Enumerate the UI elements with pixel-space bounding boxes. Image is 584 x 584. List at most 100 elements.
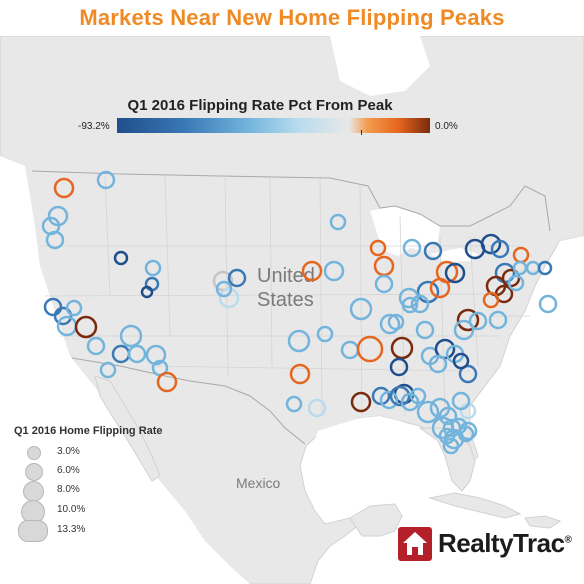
- us-mexico-border: [71, 357, 306, 445]
- market-circle[interactable]: [401, 296, 419, 314]
- market-circle[interactable]: [468, 311, 488, 331]
- market-circle[interactable]: [453, 319, 475, 341]
- market-circle[interactable]: [416, 400, 440, 424]
- market-circle[interactable]: [444, 262, 466, 284]
- size-legend-label: 13.3%: [57, 524, 86, 535]
- market-circle[interactable]: [458, 421, 478, 441]
- pacific-ocean: [0, 156, 250, 584]
- market-circle[interactable]: [490, 239, 510, 259]
- market-circle[interactable]: [227, 268, 247, 288]
- size-legend-row: 6.0%: [14, 461, 174, 481]
- market-circle[interactable]: [429, 277, 451, 299]
- market-circle[interactable]: [389, 385, 411, 407]
- color-gradient-bar[interactable]: [117, 118, 430, 133]
- market-circle[interactable]: [438, 406, 458, 426]
- registered-mark: ®: [564, 534, 572, 546]
- market-circle[interactable]: [287, 329, 311, 353]
- market-circle[interactable]: [215, 280, 233, 298]
- market-circle[interactable]: [410, 294, 430, 314]
- size-legend-title: Q1 2016 Home Flipping Rate: [14, 425, 163, 437]
- market-circle[interactable]: [144, 259, 162, 277]
- size-legend-label: 8.0%: [57, 484, 80, 495]
- label-mexico: Mexico: [236, 475, 281, 491]
- market-circle[interactable]: [323, 260, 345, 282]
- market-circle[interactable]: [45, 230, 65, 250]
- market-circle[interactable]: [65, 299, 83, 317]
- market-circle[interactable]: [374, 274, 394, 294]
- market-circle[interactable]: [285, 395, 303, 413]
- market-circle[interactable]: [379, 313, 401, 335]
- market-circle[interactable]: [307, 398, 327, 418]
- market-circle[interactable]: [452, 352, 470, 370]
- market-circle[interactable]: [423, 241, 443, 261]
- size-legend-label: 6.0%: [57, 465, 80, 476]
- market-circle[interactable]: [458, 364, 478, 384]
- size-circle: [23, 481, 44, 502]
- market-circle[interactable]: [457, 425, 475, 443]
- size-legend: Q1 2016 Home Flipping Rate 3.0% 6.0% 8.0…: [14, 425, 204, 542]
- market-circle[interactable]: [356, 335, 384, 363]
- market-circle[interactable]: [329, 213, 347, 231]
- us-canada-border: [31, 170, 551, 232]
- realtytrac-logo: RealtyTrac®: [398, 527, 578, 567]
- market-markers: [41, 170, 558, 455]
- market-circle[interactable]: [538, 294, 558, 314]
- market-circle[interactable]: [415, 320, 435, 340]
- color-legend-title: Q1 2016 Flipping Rate Pct From Peak: [127, 97, 393, 114]
- map-title: Markets Near New Home Flipping Peaks: [79, 5, 505, 30]
- yucatan-peninsula: [349, 503, 403, 537]
- size-circle: [27, 446, 41, 460]
- market-circle[interactable]: [379, 390, 399, 410]
- size-legend-row: 13.3%: [14, 520, 174, 542]
- market-circle[interactable]: [507, 274, 525, 292]
- market-circle[interactable]: [349, 297, 373, 321]
- market-circle[interactable]: [127, 344, 147, 364]
- market-circle[interactable]: [218, 287, 240, 309]
- market-circle[interactable]: [390, 336, 414, 360]
- market-circle[interactable]: [409, 387, 427, 405]
- market-circle[interactable]: [389, 357, 409, 377]
- great-lakes: [370, 206, 440, 256]
- market-circle[interactable]: [140, 285, 154, 299]
- market-circle[interactable]: [428, 354, 448, 374]
- size-circle: [25, 463, 43, 481]
- market-circle[interactable]: [369, 239, 387, 257]
- label-united: United: [257, 265, 315, 287]
- market-circle[interactable]: [350, 391, 372, 413]
- market-circle[interactable]: [387, 313, 405, 331]
- logo-wordmark: RealtyTrac®: [438, 528, 572, 559]
- market-circle[interactable]: [442, 437, 460, 455]
- market-circle[interactable]: [482, 291, 500, 309]
- market-circle[interactable]: [398, 287, 420, 309]
- market-circle[interactable]: [156, 371, 178, 393]
- market-circle[interactable]: [402, 238, 422, 258]
- size-legend-row: 10.0%: [14, 500, 174, 524]
- market-circle[interactable]: [145, 344, 167, 366]
- logo-text: RealtyTrac: [438, 528, 565, 558]
- market-circle[interactable]: [53, 177, 75, 199]
- market-circle[interactable]: [289, 363, 311, 385]
- label-states: States: [257, 289, 314, 311]
- market-circle[interactable]: [488, 310, 508, 330]
- gulf-of-mexico: [310, 416, 448, 506]
- size-legend-label: 3.0%: [57, 446, 80, 457]
- market-circle[interactable]: [74, 315, 98, 339]
- market-circle[interactable]: [99, 361, 117, 379]
- market-circle[interactable]: [53, 306, 73, 326]
- color-legend-min: -93.2%: [78, 121, 110, 132]
- market-circle[interactable]: [301, 260, 323, 282]
- market-circle[interactable]: [438, 427, 456, 445]
- market-circle[interactable]: [451, 391, 471, 411]
- market-circle[interactable]: [316, 325, 334, 343]
- color-legend-max: 0.0%: [435, 121, 458, 132]
- market-circle[interactable]: [456, 308, 480, 332]
- size-legend-row: 8.0%: [14, 480, 174, 502]
- market-circle[interactable]: [113, 250, 129, 266]
- market-circle[interactable]: [537, 260, 553, 276]
- market-circle[interactable]: [96, 170, 116, 190]
- market-circle[interactable]: [86, 336, 106, 356]
- cuba-island: [428, 492, 522, 519]
- market-circle[interactable]: [480, 233, 502, 255]
- market-circle[interactable]: [119, 324, 143, 348]
- color-legend-marker: [361, 130, 362, 135]
